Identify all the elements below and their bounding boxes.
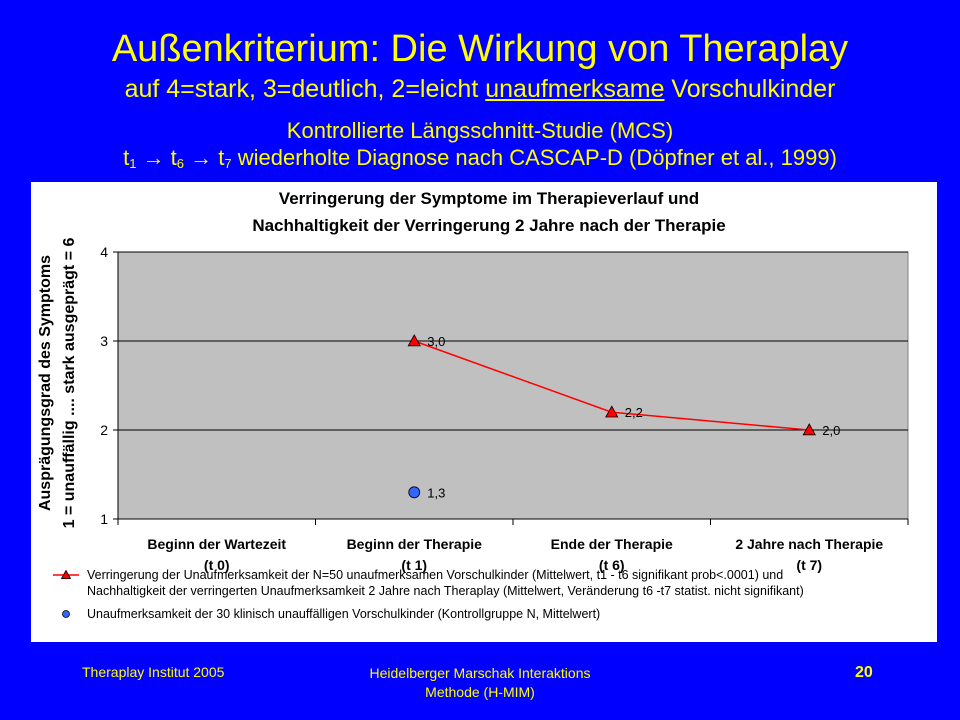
footer-method: Heidelberger Marschak Interaktions Method…	[330, 664, 630, 702]
x-category-time: (t 1)	[401, 557, 427, 573]
legend-entry-1: Verringerung der Unaufmerksamkeit der N=…	[87, 568, 783, 582]
time-t6-sub: 6	[176, 156, 185, 171]
x-axis-labels: Beginn der Wartezeit (t 0) Beginn der Ther…	[117, 519, 909, 573]
time-t7-sub: 7	[224, 156, 232, 171]
y-tick-label: 3	[100, 333, 108, 349]
slide-subtitle: auf 4=stark, 3=deutlich, 2=leicht unaufm…	[0, 74, 960, 104]
diagnosis-text: wiederholte Diagnose nach CASCAP-D (Döpf…	[231, 145, 837, 170]
data-label: 2,0	[822, 423, 840, 438]
legend: Verringerung der Unaufmerksamkeit der N=…	[53, 568, 804, 621]
chart-panel: Verringerung der Symptome im Therapiever…	[31, 182, 937, 642]
legend-marker-triangle	[60, 569, 72, 580]
subtitle-text: auf 4=stark, 3=deutlich, 2=leicht	[124, 75, 486, 103]
x-category-label: Beginn der Wartezeit	[147, 536, 286, 552]
y-tick-label: 2	[100, 422, 108, 438]
legend-entry-1-line-2: Nachhaltigkeit der verringerten Unaufmer…	[87, 584, 804, 598]
data-label: 2,2	[625, 405, 643, 420]
time-t7: t	[218, 145, 225, 170]
data-label: 1,3	[427, 485, 445, 500]
legend-entry-2: Unaufmerksamkeit der 30 klinisch unauffä…	[87, 607, 600, 621]
arrow-icon: →	[136, 145, 171, 170]
study-design-line: Kontrollierte Längsschnitt-Studie (MCS)	[286, 118, 674, 143]
y-axis-ticks: 1 2 3 4	[100, 244, 118, 527]
chart-title-line-2: Nachhaltigkeit der Verringerung 2 Jahre …	[252, 216, 725, 235]
slide-title: Außenkriterium: Die Wirkung von Therapla…	[111, 28, 849, 70]
subtitle-text-end: Vorschulkinder	[664, 75, 836, 103]
arrow-icon: →	[184, 145, 219, 170]
x-category-time: (t 7)	[796, 557, 822, 573]
x-category-label: Ende der Therapie	[551, 536, 673, 552]
data-label: 3,0	[427, 334, 445, 349]
x-category-label: 2 Jahre nach Therapie	[735, 536, 883, 552]
y-tick-label: 4	[100, 244, 108, 260]
data-point-triangle	[605, 405, 619, 418]
y-axis-label-line-1: Ausprägungsgrad des Symptoms	[37, 255, 54, 511]
y-tick-label: 1	[100, 511, 108, 527]
measurement-times-line: t1 → t6 → t7 wiederholte Diagnose nach C…	[0, 145, 960, 177]
data-point-triangle	[407, 334, 421, 347]
page-number: 20	[855, 664, 873, 681]
x-category-time: (t 6)	[599, 557, 625, 573]
footer-institute: Theraplay Institut 2005	[82, 664, 225, 680]
chart-title-line-1: Verringerung der Symptome im Therapiever…	[279, 189, 699, 208]
series-layer: 3,0 2,2 2,0 1,3	[407, 334, 840, 500]
gridlines	[117, 251, 908, 520]
x-category-time: (t 0)	[204, 557, 230, 573]
y-axis-label-line-2: 1 = unauffällig .... stark ausgeprägt = …	[61, 238, 78, 529]
plot-area	[117, 251, 909, 520]
footer-method-line-2: Methode (H-MIM)	[425, 684, 535, 700]
time-t1: t	[123, 145, 130, 170]
line-chart: Verringerung der Symptome im Therapiever…	[37, 189, 909, 621]
data-point-circle	[408, 486, 421, 499]
legend-marker-circle	[62, 610, 70, 618]
time-t6: t	[170, 145, 177, 170]
x-category-label: Beginn der Therapie	[347, 536, 483, 552]
time-t1-sub: 1	[129, 156, 137, 171]
subtitle-underlined-word: unaufmerksame	[485, 75, 665, 103]
footer-method-line-1: Heidelberger Marschak Interaktions	[369, 665, 591, 681]
data-point-triangle	[802, 423, 816, 436]
